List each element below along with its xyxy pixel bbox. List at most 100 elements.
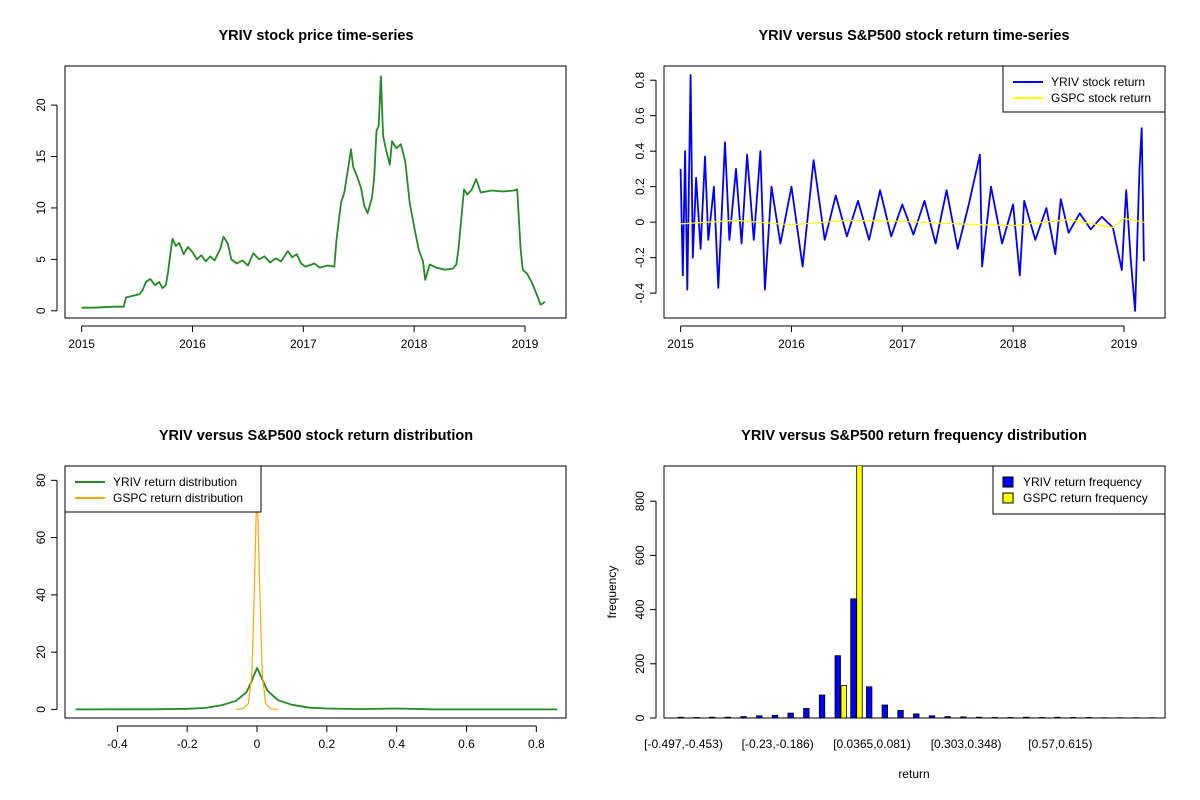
y-tick-label: 0	[633, 219, 647, 226]
yriv-frequency-bar	[1007, 717, 1014, 718]
yriv-return-line	[679, 74, 1145, 312]
yriv-density-line	[75, 667, 558, 711]
yriv-frequency-bar	[1117, 717, 1124, 718]
y-tick-label: -0.4	[633, 282, 647, 303]
yriv-frequency-bar	[1023, 716, 1030, 718]
y-tick-label: 15	[34, 150, 48, 164]
yriv-frequency-bar	[881, 704, 888, 718]
yriv-frequency-bar	[803, 708, 810, 718]
y-tick-label: 800	[633, 491, 647, 511]
x-tick-label: 2018	[401, 337, 428, 351]
return-distribution-frame	[64, 465, 567, 719]
return-frequency-title: YRIV versus S&P500 return frequency dist…	[741, 428, 1087, 444]
x-tick-label: 2017	[290, 337, 317, 351]
price-chart-title: YRIV stock price time-series	[218, 28, 413, 44]
x-tick-label: [0.57,0.615)	[1028, 737, 1092, 751]
return-timeseries-legend: YRIV stock return GSPC stock return	[1002, 65, 1166, 113]
yriv-frequency-bar	[1038, 717, 1045, 718]
y-tick-label: 60	[34, 531, 48, 545]
return-distribution-chart: YRIV versus S&P500 stock return distribu…	[34, 428, 567, 751]
return-timeseries-frame	[663, 65, 1166, 319]
x-tick-label: 2017	[889, 337, 916, 351]
x-tick-label: [-0.497,-0.453)	[644, 737, 723, 751]
yriv-frequency-bar	[866, 686, 873, 718]
yriv-frequency-bar	[913, 713, 920, 718]
x-tick-label: 2016	[778, 337, 805, 351]
y-tick-label: 0.4	[633, 143, 647, 160]
return-frequency-ylabel: frequency	[605, 566, 619, 619]
y-tick-label: 0.2	[633, 178, 647, 195]
y-tick-label: -0.2	[633, 247, 647, 268]
legend-label: YRIV stock return	[1051, 75, 1145, 89]
x-tick-label: 0	[254, 737, 261, 751]
yriv-frequency-bar	[991, 717, 998, 718]
y-tick-label: 600	[633, 545, 647, 565]
legend-box	[1002, 65, 1166, 113]
y-tick-label: 0.8	[633, 72, 647, 89]
y-tick-label: 40	[34, 588, 48, 602]
yriv-frequency-bar	[1132, 717, 1140, 718]
yriv-frequency-bar	[960, 716, 967, 718]
yriv-frequency-bar	[724, 716, 731, 718]
x-tick-label: -0.4	[107, 737, 128, 751]
price-series-line	[81, 75, 546, 309]
return-frequency-legend: YRIV return frequency GSPC return frequen…	[992, 465, 1166, 515]
y-tick-label: 200	[633, 653, 647, 673]
y-tick-label: 0.6	[633, 107, 647, 124]
x-tick-label: 0.2	[319, 737, 336, 751]
legend-box	[64, 465, 262, 513]
y-tick-label: 5	[34, 256, 48, 263]
yriv-frequency-bar	[818, 694, 826, 718]
yriv-frequency-bar	[1148, 717, 1155, 718]
return-timeseries-chart: YRIV versus S&P500 stock return time-ser…	[633, 28, 1166, 351]
yriv-frequency-bar	[693, 717, 700, 718]
return-frequency-xlabel: return	[898, 767, 929, 781]
x-tick-label: 2019	[1111, 337, 1138, 351]
yriv-frequency-bar	[897, 710, 904, 718]
price-chart-frame	[64, 65, 567, 319]
yriv-frequency-bar	[834, 655, 841, 718]
return-timeseries-title: YRIV versus S&P500 stock return time-ser…	[758, 28, 1069, 44]
yriv-frequency-bar	[787, 712, 794, 718]
legend-label: GSPC stock return	[1051, 91, 1151, 105]
price-chart: YRIV stock price time-series 2015 2016 201…	[34, 28, 567, 351]
gspc-frequency-bar	[840, 685, 847, 718]
x-tick-label: [0.303,0.348)	[931, 737, 1002, 751]
legend-swatch	[1002, 492, 1014, 504]
legend-swatch	[1002, 476, 1014, 488]
yriv-frequency-bar	[944, 716, 951, 718]
y-tick-label: 0	[34, 706, 48, 713]
yriv-frequency-bar	[928, 715, 936, 718]
gspc-return-line	[680, 218, 1145, 229]
x-tick-label: [0.0365,0.081)	[833, 737, 910, 751]
yriv-frequency-bar	[677, 716, 684, 718]
return-distribution-legend: YRIV return distribution GSPC return dist…	[64, 465, 262, 513]
yriv-frequency-bar	[756, 715, 763, 718]
yriv-frequency-bar	[850, 598, 857, 718]
yriv-frequency-bar	[1070, 717, 1077, 718]
x-tick-label: 0.8	[528, 737, 545, 751]
yriv-frequency-bar	[740, 716, 747, 718]
yriv-frequency-bar	[1085, 717, 1093, 718]
x-tick-label: 0.6	[458, 737, 475, 751]
yriv-frequency-bar	[771, 714, 779, 718]
y-tick-label: 0	[34, 307, 48, 314]
x-tick-label: 0.4	[388, 737, 405, 751]
x-tick-label: 2018	[1000, 337, 1027, 351]
y-tick-label: 20	[34, 98, 48, 112]
y-tick-label: 400	[633, 599, 647, 619]
legend-label: YRIV return distribution	[113, 475, 237, 489]
y-tick-label: 80	[34, 473, 48, 487]
x-tick-label: 2015	[667, 337, 694, 351]
x-tick-label: [-0.23,-0.186)	[742, 737, 814, 751]
x-tick-label: 2019	[512, 337, 539, 351]
x-tick-label: -0.2	[177, 737, 198, 751]
yriv-frequency-bar	[1054, 716, 1061, 718]
legend-label: GSPC return distribution	[113, 491, 243, 505]
return-frequency-chart: YRIV versus S&P500 return frequency dist…	[605, 428, 1166, 781]
y-tick-label: 10	[34, 201, 48, 215]
y-tick-label: 20	[34, 645, 48, 659]
yriv-frequency-bar	[709, 716, 716, 718]
gspc-frequency-bar	[856, 466, 863, 718]
